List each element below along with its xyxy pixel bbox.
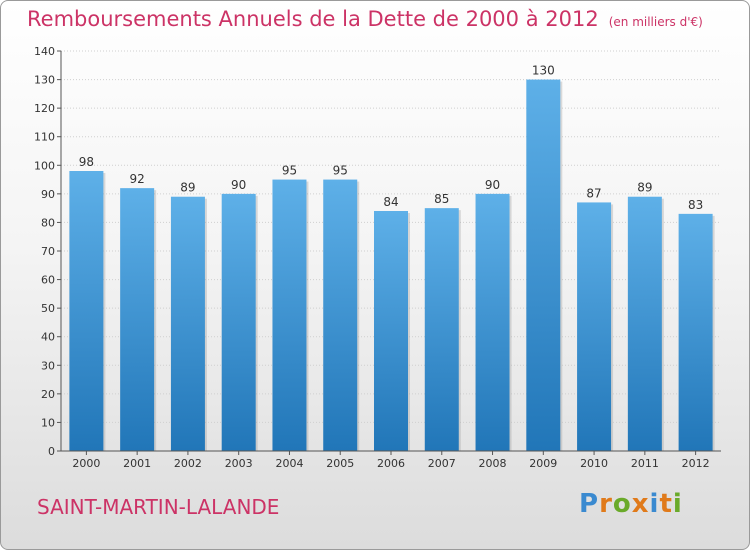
x-tick-label: 2002 [174, 457, 202, 470]
y-tick-label: 80 [41, 216, 55, 229]
y-axis: 0 10 20 30 40 50 60 70 80 90 100 110 120 130 140 [34, 45, 62, 458]
x-tick-label: 2000 [72, 457, 100, 470]
commune-name: SAINT-MARTIN-LALANDE [37, 495, 280, 519]
x-tick-label: 2009 [529, 457, 557, 470]
chart-unit: (en milliers d'€) [608, 15, 703, 29]
bar [272, 179, 307, 452]
x-tick-label: 2004 [275, 457, 303, 470]
y-tick-label: 0 [48, 445, 55, 458]
logo-letter: r [599, 489, 613, 519]
bar [627, 196, 662, 451]
y-tick-label: 20 [41, 388, 55, 401]
data-label: 85 [434, 192, 449, 206]
y-tick-label: 50 [41, 302, 55, 315]
y-tick-label: 30 [41, 359, 55, 372]
data-label: 89 [637, 181, 652, 195]
x-tick-label: 2012 [682, 457, 710, 470]
bar [170, 196, 205, 451]
x-tick-label: 2003 [225, 457, 253, 470]
logo-letter: x [631, 489, 650, 519]
bar [526, 79, 561, 452]
bar [221, 193, 256, 451]
bar [577, 202, 612, 451]
chart-title-text: Remboursements Annuels de la Dette de 20… [27, 7, 599, 31]
bar [120, 188, 155, 451]
data-label: 90 [231, 178, 246, 192]
y-tick-label: 110 [34, 131, 55, 144]
chart-title: Remboursements Annuels de la Dette de 20… [27, 7, 703, 31]
data-label: 90 [485, 178, 500, 192]
x-tick-label: 2011 [631, 457, 659, 470]
x-tick-label: 2010 [580, 457, 608, 470]
logo-letter: o [612, 489, 632, 519]
y-tick-label: 40 [41, 331, 55, 344]
data-label: 89 [180, 181, 195, 195]
bars [69, 79, 715, 452]
x-tick-label: 2007 [428, 457, 456, 470]
y-tick-label: 100 [34, 159, 55, 172]
data-label: 83 [688, 198, 703, 212]
bar [678, 213, 713, 451]
logo-letter: i [649, 489, 660, 519]
bar [424, 208, 459, 451]
bar [323, 179, 358, 452]
x-axis: 2000 2001 2002 2003 2004 2005 2006 2007 2008 2009… [61, 450, 721, 470]
y-tick-label: 70 [41, 245, 55, 258]
bar [374, 211, 408, 451]
x-tick-label: 2006 [377, 457, 405, 470]
data-label: 87 [586, 186, 601, 200]
y-tick-label: 60 [41, 274, 55, 287]
data-label: 98 [79, 155, 94, 169]
proxiti-logo[interactable]: Proxiti [579, 489, 683, 519]
y-tick-label: 10 [41, 416, 55, 429]
y-tick-label: 130 [34, 74, 55, 87]
x-tick-label: 2008 [479, 457, 507, 470]
data-labels: 98 92 89 90 95 95 84 85 90 130 87 89 83 [79, 64, 704, 212]
y-tick-label: 120 [34, 102, 55, 115]
x-tick-label: 2001 [123, 457, 151, 470]
logo-letter: i [672, 489, 683, 519]
logo-letter: P [579, 489, 600, 519]
y-tick-label: 140 [34, 45, 55, 58]
data-label: 84 [383, 195, 398, 209]
logo-letter: t [659, 489, 673, 519]
data-label: 92 [130, 172, 145, 186]
bar [69, 171, 104, 451]
data-label: 95 [282, 164, 297, 178]
x-tick-label: 2005 [326, 457, 354, 470]
bar [475, 193, 510, 451]
y-tick-label: 90 [41, 188, 55, 201]
data-label: 130 [532, 64, 555, 78]
data-label: 95 [333, 164, 348, 178]
